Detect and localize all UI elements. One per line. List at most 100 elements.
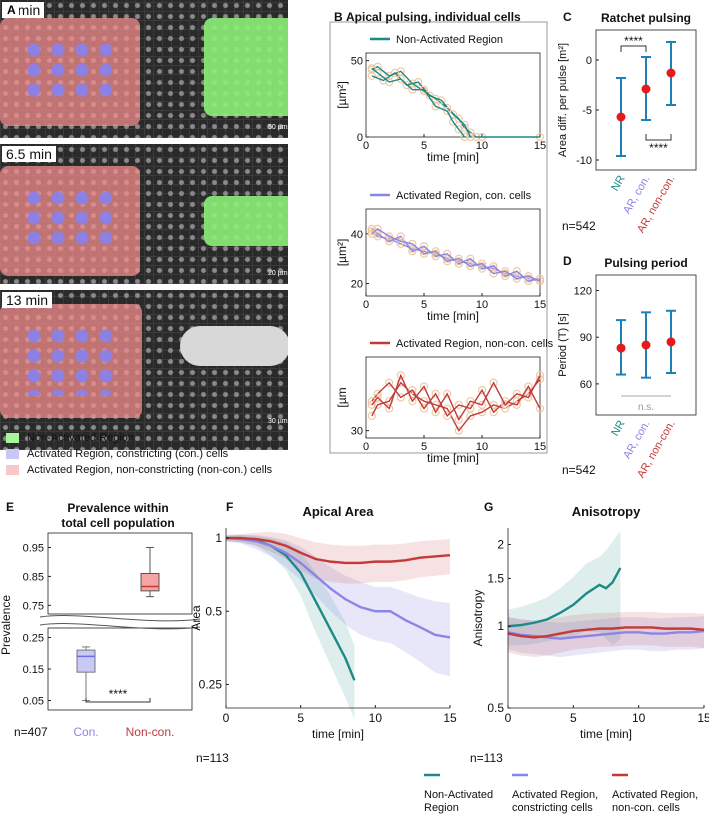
pulse-marker [454,259,463,268]
panel-a-legend-blue: Activated Region, constricting (con.) ce… [6,448,228,460]
mean-line [507,567,622,628]
panel-letter-a: A [4,3,19,17]
pulse-marker [501,267,510,276]
pulse-marker [524,382,533,391]
sig-label: **** [109,687,128,701]
y-tick-label: 2 [497,537,504,551]
x-tick-label: 0 [363,299,369,311]
chart-title: total cell population [61,516,174,530]
scale-bar-label: 50 µm [268,124,288,131]
sig-bracket [645,134,672,141]
n-label: n=542 [562,219,596,233]
swatch-blue [6,449,19,460]
pulse-marker [535,404,545,413]
pulse-marker [535,276,545,286]
y-tick-label: 120 [574,286,592,298]
pulse-marker [419,404,429,413]
pulse-marker [477,259,487,268]
axis-break [39,615,201,630]
pulse-marker [489,269,498,278]
pulse-marker [431,389,440,398]
y-tick-label: 50 [351,56,363,68]
x-tick-label: 15 [443,711,457,725]
x-tick-label: 0 [363,441,369,453]
y-tick-label: 30 [351,426,363,438]
y-axis-label: Anisotropy [471,590,485,647]
y-tick-label: 1 [497,619,504,633]
pulse-marker [454,254,463,263]
legend-label: Non-Activated Region [396,34,503,46]
y-tick-label: 0.95 [23,542,44,554]
pulse-marker [367,400,376,409]
pulse-marker [501,272,510,281]
pulse-marker [402,80,411,90]
category-label: NR [609,418,627,438]
swatch-red [6,465,19,476]
pulse-marker [373,229,382,238]
green-region [204,18,288,116]
x-tick-label: 5 [570,711,577,725]
n-label: n=113 [470,751,503,765]
micro-frame-13min: 13 min 30 µm [0,290,288,450]
pulse-marker [414,77,423,87]
legend-label: Activated Region, constricting cells [512,789,598,814]
y-axis-label: [µm²] [335,81,349,109]
x-axis-label: time [min] [427,309,479,323]
mean-line [226,536,451,565]
x-tick-label: 15 [534,140,546,152]
pulse-marker [385,232,394,241]
pulse-marker [454,426,463,435]
y-tick-label: -5 [582,105,592,117]
chart-title: Prevalence within [67,501,168,515]
y-tick-label: -10 [576,155,592,167]
pulse-marker [385,404,394,413]
mean-marker [666,337,676,347]
sig-label: **** [649,141,668,155]
pulse-marker [367,411,376,421]
category-label: NR [609,173,627,193]
y-axis-label: [µm [335,387,349,407]
pulse-marker [477,386,487,395]
y-axis-label: Area diff. per pulse [m²] [557,43,569,157]
x-tick-label: 10 [369,711,383,725]
category-label: Non-con. [126,725,175,739]
legend-line: constricting cells [512,802,593,814]
pulse-marker [535,371,545,380]
n-label: n=407 [14,725,48,739]
pulse-marker [524,276,533,286]
pulse-marker [419,249,429,258]
pulse-marker [373,224,382,233]
pulse-marker [431,252,440,261]
pulse-marker [408,79,417,88]
sig-bracket [85,698,151,703]
panel-b-title: Apical pulsing, individual cells [346,10,521,24]
x-axis-label: time [min] [427,150,479,164]
y-tick-label: 1.5 [487,571,504,585]
x-tick-label: 10 [476,441,488,453]
pulse-marker [460,132,469,142]
pulse-marker [385,237,394,246]
mean-marker [616,112,626,122]
pulse-marker [454,125,463,134]
chart-title: Anisotropy [572,504,641,519]
x-axis-label: time [min] [312,727,364,741]
time-label: 13 min [2,292,53,308]
x-tick-label: 5 [421,441,427,453]
x-tick-label: 5 [421,140,427,152]
y-tick-label: 40 [351,229,363,241]
legend-text: Non-Activated Region [27,432,135,444]
ns-label: n.s. [638,402,654,413]
y-tick-label: 0.85 [23,571,44,583]
axes-frame [365,52,541,138]
pulse-marker [524,272,533,281]
time-label: 6.5 min [2,146,56,162]
pulse-marker [385,77,394,87]
legend-label: Activated Region, con. cells [396,190,532,202]
chart-title: Pulsing period [604,256,687,270]
box [140,573,160,592]
y-axis-label: [µm²] [335,239,349,267]
pulse-marker [408,239,417,248]
n-label: n=113 [196,751,229,765]
x-tick-label: 5 [297,711,304,725]
panel-a-legend-green: Non-Activated Region [6,432,134,444]
